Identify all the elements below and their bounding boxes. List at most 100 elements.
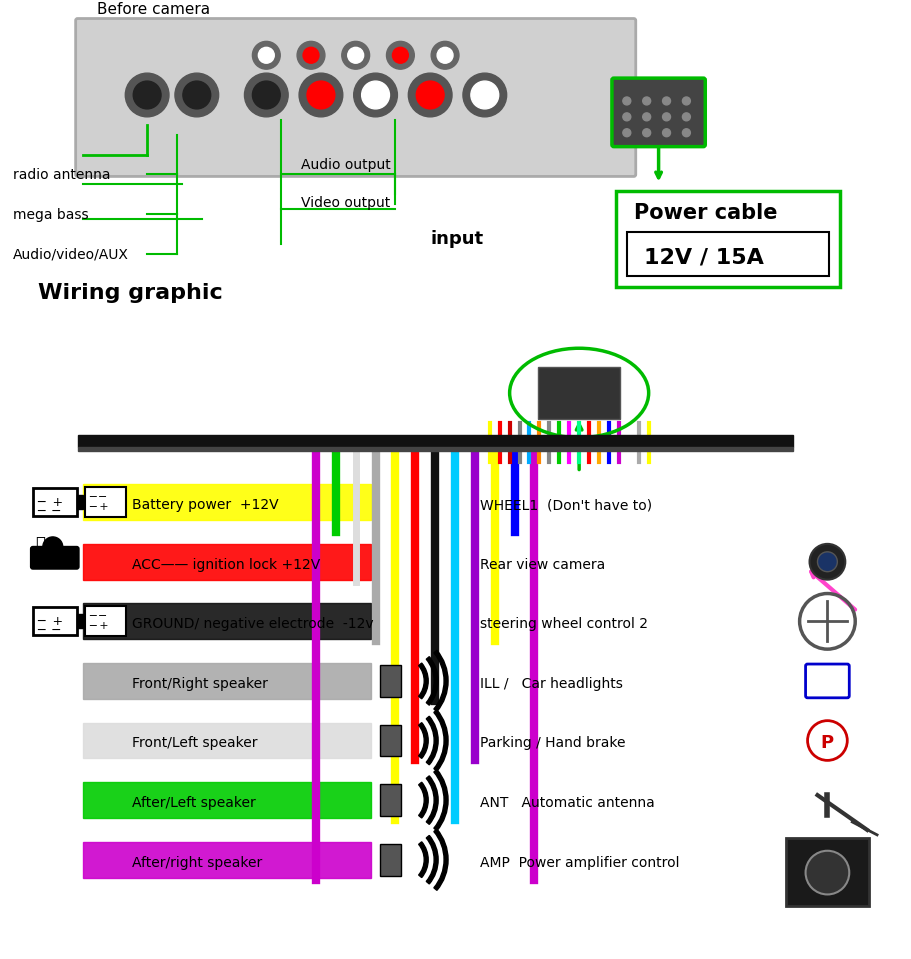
FancyBboxPatch shape	[379, 725, 401, 757]
FancyBboxPatch shape	[31, 547, 78, 569]
Text: After/right speaker: After/right speaker	[132, 855, 262, 870]
Bar	[83, 842, 370, 877]
Circle shape	[133, 82, 161, 109]
Text: Battery power  +12V: Battery power +12V	[132, 498, 279, 512]
Circle shape	[415, 82, 444, 109]
Circle shape	[816, 551, 836, 572]
Wedge shape	[434, 710, 447, 771]
Circle shape	[258, 47, 274, 63]
Text: After/Left speaker: After/Left speaker	[132, 796, 256, 810]
FancyBboxPatch shape	[804, 664, 848, 698]
Wedge shape	[418, 663, 428, 699]
Circle shape	[183, 82, 210, 109]
Circle shape	[622, 113, 630, 121]
Text: 12V / 15A: 12V / 15A	[643, 247, 763, 268]
Circle shape	[297, 41, 324, 69]
Circle shape	[463, 73, 507, 117]
Circle shape	[362, 82, 389, 109]
Text: Parking / Hand brake: Parking / Hand brake	[479, 737, 625, 751]
Circle shape	[125, 73, 169, 117]
Circle shape	[175, 73, 219, 117]
Bar	[77, 434, 792, 447]
Circle shape	[642, 129, 650, 137]
Circle shape	[299, 73, 343, 117]
Bar	[83, 783, 370, 818]
Wedge shape	[434, 650, 447, 712]
FancyBboxPatch shape	[537, 367, 619, 419]
Circle shape	[408, 73, 452, 117]
Circle shape	[681, 97, 690, 105]
Bar	[77, 495, 83, 509]
Circle shape	[642, 97, 650, 105]
FancyBboxPatch shape	[85, 487, 126, 517]
FancyBboxPatch shape	[379, 844, 401, 876]
Text: 🔑: 🔑	[35, 535, 45, 552]
Circle shape	[661, 97, 670, 105]
Bar	[83, 723, 370, 759]
Bar	[33, 607, 77, 635]
Circle shape	[392, 47, 408, 63]
Circle shape	[661, 113, 670, 121]
Circle shape	[642, 113, 650, 121]
Circle shape	[43, 537, 63, 557]
Text: P: P	[820, 735, 833, 753]
Circle shape	[347, 47, 363, 63]
Text: radio antenna: radio antenna	[13, 169, 110, 182]
Text: ─ ─: ─ ─	[89, 611, 107, 621]
Wedge shape	[425, 835, 437, 884]
FancyBboxPatch shape	[615, 192, 839, 287]
Bar	[83, 663, 370, 699]
Circle shape	[252, 41, 280, 69]
FancyBboxPatch shape	[611, 78, 704, 147]
Text: WHEEL1  (Don't have to): WHEEL1 (Don't have to)	[479, 498, 651, 512]
Wedge shape	[434, 829, 447, 890]
Text: ─  ─: ─ ─	[36, 624, 60, 637]
Text: Audio/video/AUX: Audio/video/AUX	[13, 247, 128, 262]
Circle shape	[342, 41, 369, 69]
Wedge shape	[418, 842, 428, 877]
Text: ANT   Automatic antenna: ANT Automatic antenna	[479, 796, 654, 810]
Bar	[83, 484, 370, 520]
Text: mega bass: mega bass	[13, 208, 88, 222]
Circle shape	[622, 129, 630, 137]
Circle shape	[809, 544, 844, 579]
Text: input: input	[430, 230, 483, 248]
Bar	[83, 603, 370, 640]
Wedge shape	[434, 769, 447, 830]
Circle shape	[681, 129, 690, 137]
Circle shape	[307, 82, 334, 109]
Text: ─ +: ─ +	[89, 503, 109, 512]
Circle shape	[661, 129, 670, 137]
Circle shape	[436, 47, 453, 63]
Text: Rear view camera: Rear view camera	[479, 558, 604, 572]
FancyBboxPatch shape	[76, 18, 635, 176]
FancyBboxPatch shape	[379, 784, 401, 816]
Text: ─ +: ─ +	[89, 621, 109, 631]
FancyBboxPatch shape	[785, 838, 868, 906]
Bar	[33, 488, 77, 516]
Wedge shape	[418, 783, 428, 818]
Text: GROUND/ negative electrode  -12v: GROUND/ negative electrode -12v	[132, 618, 374, 631]
Circle shape	[622, 97, 630, 105]
Text: ─  +: ─ +	[36, 616, 63, 628]
Wedge shape	[425, 657, 437, 705]
Text: ILL /   Car headlights: ILL / Car headlights	[479, 677, 622, 690]
Bar	[83, 544, 370, 579]
Wedge shape	[418, 723, 428, 759]
Circle shape	[681, 113, 690, 121]
FancyBboxPatch shape	[85, 606, 126, 636]
Text: Front/Right speaker: Front/Right speaker	[132, 677, 268, 690]
Circle shape	[302, 47, 319, 63]
Bar	[77, 615, 83, 628]
Text: Front/Left speaker: Front/Left speaker	[132, 737, 258, 751]
Text: Video output: Video output	[301, 197, 390, 210]
Wedge shape	[425, 716, 437, 764]
Text: ─  ─: ─ ─	[36, 505, 60, 518]
Circle shape	[386, 41, 414, 69]
Text: Audio output: Audio output	[301, 158, 391, 173]
Circle shape	[353, 73, 397, 117]
Text: ─ ─: ─ ─	[89, 492, 107, 503]
Text: Wiring graphic: Wiring graphic	[38, 283, 222, 303]
Circle shape	[470, 82, 498, 109]
Text: steering wheel control 2: steering wheel control 2	[479, 618, 647, 631]
